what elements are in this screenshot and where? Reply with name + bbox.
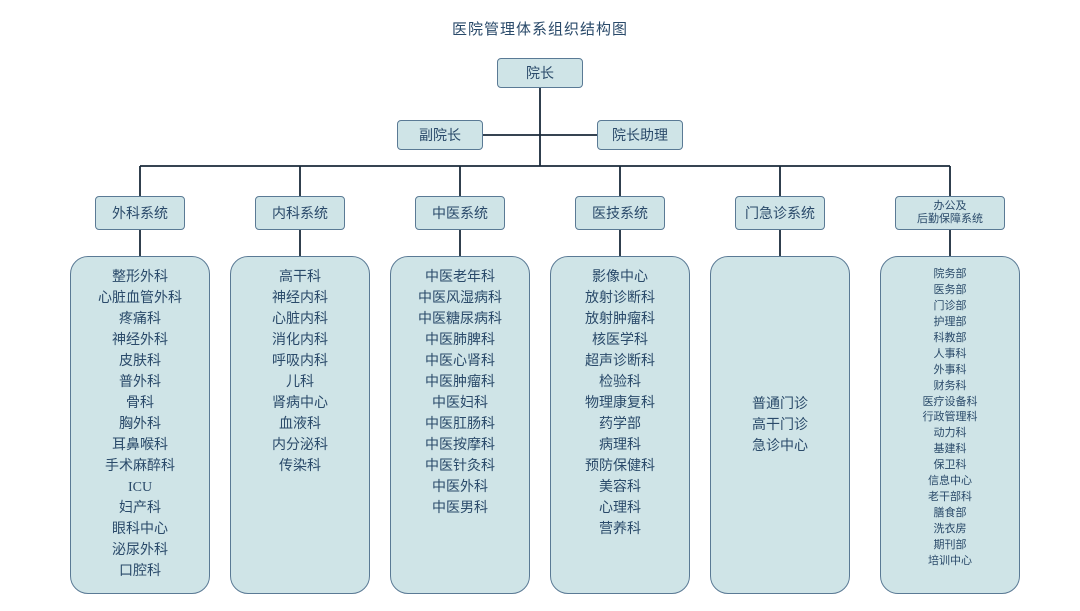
dept-item: 物理康复科 [551,393,689,414]
system-surgery-label: 外科系统 [112,203,168,223]
node-assist: 院长助理 [597,120,683,150]
system-medtech-panel: 影像中心放射诊断科放射肿瘤科核医学科超声诊断科检验科物理康复科药学部病理科预防保… [550,256,690,594]
dept-item: 中医针灸科 [391,456,529,477]
dept-item: 病理科 [551,435,689,456]
node-vice-label: 副院长 [419,125,461,145]
dept-item: 预防保健科 [551,456,689,477]
dept-item: 皮肤科 [71,351,209,372]
system-internal-header: 内科系统 [255,196,345,230]
dept-item: 中医按摩科 [391,435,529,456]
dept-item: 护理部 [881,315,1019,331]
dept-item: 普通门诊 [711,394,849,415]
system-admin-label: 办公及 后勤保障系统 [917,200,983,226]
dept-item: 胸外科 [71,414,209,435]
dept-item: 消化内科 [231,330,369,351]
dept-item: 动力科 [881,426,1019,442]
system-medtech-header: 医技系统 [575,196,665,230]
system-admin-header: 办公及 后勤保障系统 [895,196,1005,230]
system-surgery-panel: 整形外科心脏血管外科疼痛科神经外科皮肤科普外科骨科胸外科耳鼻喉科手术麻醉科ICU… [70,256,210,594]
system-tcm-panel: 中医老年科中医风湿病科中医糖尿病科中医肺脾科中医心肾科中医肿瘤科中医妇科中医肛肠… [390,256,530,594]
dept-item: 洗衣房 [881,522,1019,538]
dept-item: 营养科 [551,519,689,540]
dept-item: 神经外科 [71,330,209,351]
dept-item: 院务部 [881,267,1019,283]
dept-item: 口腔科 [71,561,209,582]
dept-item: 门诊部 [881,299,1019,315]
system-medtech-label: 医技系统 [592,203,648,223]
dept-item: 中医老年科 [391,267,529,288]
dept-item: 内分泌科 [231,435,369,456]
dept-item: 中医男科 [391,498,529,519]
dept-item: 心理科 [551,498,689,519]
dept-item: 手术麻醉科 [71,456,209,477]
node-assist-label: 院长助理 [612,125,668,145]
system-tcm-label: 中医系统 [432,203,488,223]
dept-item: 疼痛科 [71,309,209,330]
dept-item: 急诊中心 [711,436,849,457]
dept-item: 高干门诊 [711,415,849,436]
dept-item: 骨科 [71,393,209,414]
dept-item: 膳食部 [881,506,1019,522]
dept-item: 药学部 [551,414,689,435]
dept-item: 心脏血管外科 [71,288,209,309]
dept-item: 中医肛肠科 [391,414,529,435]
dept-item: 中医肺脾科 [391,330,529,351]
dept-item: 中医糖尿病科 [391,309,529,330]
system-tcm-header: 中医系统 [415,196,505,230]
dept-item: 核医学科 [551,330,689,351]
dept-item: 人事科 [881,347,1019,363]
dept-item: 培训中心 [881,554,1019,570]
dept-item: 放射诊断科 [551,288,689,309]
dept-item: 信息中心 [881,474,1019,490]
dept-item: 中医妇科 [391,393,529,414]
dept-item: 肾病中心 [231,393,369,414]
system-admin-panel: 院务部医务部门诊部护理部科教部人事科外事科财务科医疗设备科行政管理科动力科基建科… [880,256,1020,594]
dept-item: 心脏内科 [231,309,369,330]
system-outpatient-label: 门急诊系统 [745,203,815,223]
node-root: 院长 [497,58,583,88]
dept-item: 检验科 [551,372,689,393]
dept-item: 普外科 [71,372,209,393]
chart-title: 医院管理体系组织结构图 [0,18,1080,39]
system-outpatient-panel: 普通门诊高干门诊急诊中心 [710,256,850,594]
dept-item: 美容科 [551,477,689,498]
dept-item: 血液科 [231,414,369,435]
dept-item: 行政管理科 [881,410,1019,426]
dept-item: 老干部科 [881,490,1019,506]
dept-item: 保卫科 [881,458,1019,474]
dept-item: 基建科 [881,442,1019,458]
dept-item: 中医肿瘤科 [391,372,529,393]
dept-item: 高干科 [231,267,369,288]
dept-item: 儿科 [231,372,369,393]
dept-item: 外事科 [881,363,1019,379]
dept-item: 妇产科 [71,498,209,519]
dept-item: 医疗设备科 [881,395,1019,411]
node-vice: 副院长 [397,120,483,150]
dept-item: 神经内科 [231,288,369,309]
node-root-label: 院长 [526,63,554,83]
dept-item: 耳鼻喉科 [71,435,209,456]
dept-item: 呼吸内科 [231,351,369,372]
dept-item: 眼科中心 [71,519,209,540]
system-internal-label: 内科系统 [272,203,328,223]
dept-item: ICU [71,477,209,498]
dept-item: 科教部 [881,331,1019,347]
dept-item: 传染科 [231,456,369,477]
dept-item: 放射肿瘤科 [551,309,689,330]
dept-item: 影像中心 [551,267,689,288]
dept-item: 整形外科 [71,267,209,288]
dept-item: 医务部 [881,283,1019,299]
dept-item: 中医外科 [391,477,529,498]
dept-item: 超声诊断科 [551,351,689,372]
dept-item: 期刊部 [881,538,1019,554]
system-outpatient-header: 门急诊系统 [735,196,825,230]
dept-item: 中医心肾科 [391,351,529,372]
dept-item: 中医风湿病科 [391,288,529,309]
dept-item: 泌尿外科 [71,540,209,561]
dept-item: 财务科 [881,379,1019,395]
system-surgery-header: 外科系统 [95,196,185,230]
system-internal-panel: 高干科神经内科心脏内科消化内科呼吸内科儿科肾病中心血液科内分泌科传染科 [230,256,370,594]
